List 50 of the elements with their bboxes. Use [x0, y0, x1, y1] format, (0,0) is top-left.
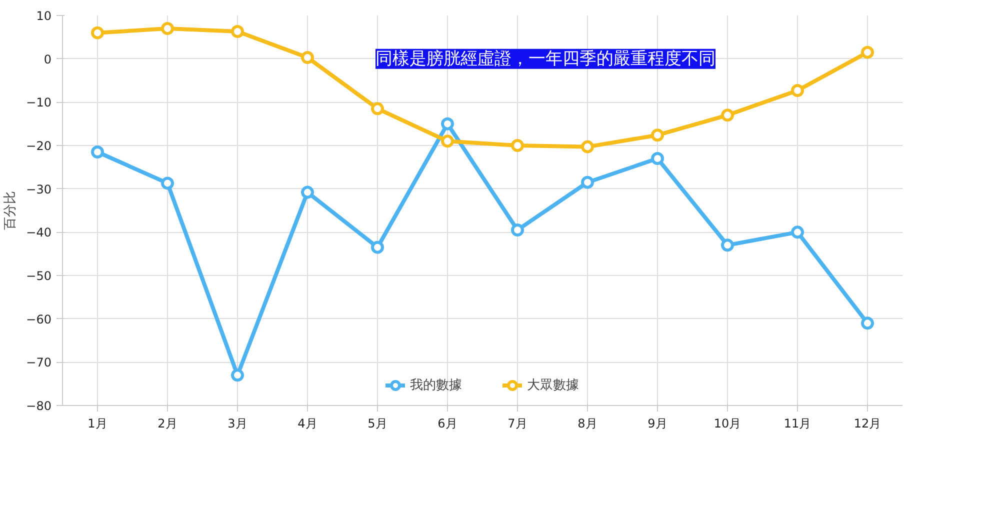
- y-tick-label: 10: [36, 9, 52, 23]
- x-tick-label: 8月: [578, 416, 598, 430]
- x-tick-label: 1月: [88, 416, 108, 430]
- legend-label: 大眾數據: [527, 377, 579, 394]
- y-tick-label: −20: [26, 139, 52, 153]
- point: [511, 224, 524, 236]
- x-tick-label: 10月: [714, 416, 742, 430]
- point: [231, 368, 244, 382]
- point: [861, 46, 874, 59]
- x-tick-label: 12月: [854, 416, 882, 430]
- point: [161, 22, 174, 35]
- x-tick-label: 6月: [438, 416, 458, 430]
- x-tick-label: 7月: [508, 416, 528, 430]
- y-axis-title: 百分比: [3, 191, 18, 230]
- x-tick-label: 11月: [784, 416, 812, 430]
- point: [301, 51, 314, 64]
- x-tick-label: 9月: [648, 416, 668, 430]
- point: [441, 134, 454, 148]
- point: [91, 26, 104, 40]
- y-tick-label: −50: [26, 269, 52, 283]
- point: [651, 128, 664, 142]
- point: [581, 176, 594, 189]
- point: [161, 176, 174, 190]
- point: [371, 102, 384, 116]
- point: [371, 240, 384, 254]
- y-tick-label: −30: [26, 182, 52, 196]
- y-tick-label: −70: [26, 356, 52, 370]
- point: [581, 140, 594, 154]
- point: [441, 117, 454, 130]
- x-tick-label: 2月: [158, 416, 178, 430]
- point: [721, 238, 734, 252]
- y-tick-label: −60: [26, 312, 52, 326]
- point: [301, 186, 314, 199]
- point: [791, 226, 804, 239]
- annotation: 同樣是膀胱經虛證，一年四季的嚴重程度不同: [376, 48, 716, 69]
- y-tick-label: −40: [26, 226, 52, 240]
- x-tick-label: 3月: [228, 416, 248, 430]
- x-tick-label: 4月: [298, 416, 318, 430]
- point: [721, 108, 734, 122]
- legend-label: 我的數據: [410, 377, 462, 394]
- point: [861, 316, 874, 330]
- point: [511, 139, 524, 152]
- y-tick-label: −10: [26, 96, 52, 110]
- y-tick-label: −80: [26, 399, 52, 413]
- y-tick-label: 0: [44, 52, 52, 66]
- point: [651, 152, 664, 165]
- x-tick-label: 5月: [368, 416, 388, 430]
- point: [231, 25, 244, 38]
- point: [791, 84, 804, 97]
- point: [91, 146, 104, 158]
